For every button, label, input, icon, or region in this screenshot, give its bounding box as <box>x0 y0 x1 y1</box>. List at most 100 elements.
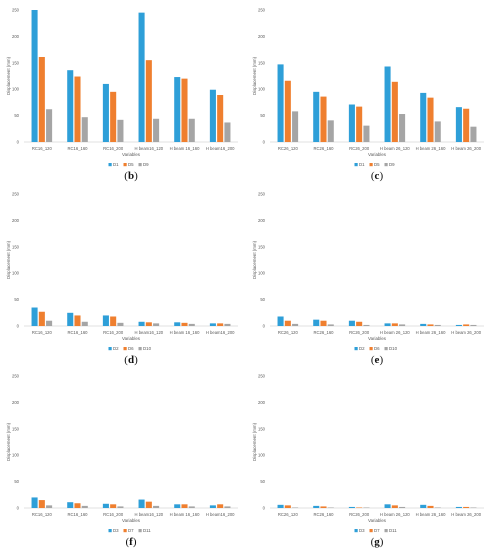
y-tick-label: 250 <box>258 374 266 379</box>
y-tick-label: 200 <box>12 218 20 223</box>
bar-d9-2 <box>117 119 124 142</box>
bar-d7-3 <box>145 501 152 508</box>
bar-d7-0 <box>284 505 291 508</box>
bar-d6-3 <box>391 323 398 326</box>
bar-d11-2 <box>117 506 124 508</box>
bar-d5-5 <box>217 95 224 142</box>
bar-d9-5 <box>470 126 477 142</box>
y-tick-label: 250 <box>12 192 20 197</box>
x-tick-label: RC16_160 <box>67 512 88 517</box>
legend-label-d1: D1 <box>113 162 119 167</box>
bar-d3-1 <box>313 505 320 508</box>
y-axis-title: Displacement (mm) <box>252 240 257 279</box>
chart-panel-c: 0 50 100 150 200 250 Displacement (mm) RC26_120… <box>246 0 492 184</box>
bar-d6-3 <box>145 322 152 326</box>
x-tick-label: H beam16_120 <box>135 330 164 335</box>
x-tick-label: H beam 26_200 <box>451 146 481 151</box>
y-tick-label: 250 <box>12 8 20 13</box>
y-tick-label: 0 <box>263 140 266 145</box>
bar-d7-2 <box>110 504 117 508</box>
bar-d11-4 <box>188 506 195 508</box>
legend-swatch-d11 <box>138 529 142 533</box>
bar-d3-3 <box>138 499 145 508</box>
panel-label: (f) <box>125 536 136 548</box>
bar-d9-1 <box>81 117 88 142</box>
legend-swatch-d10 <box>384 347 388 351</box>
y-axis-title: Displacement (mm) <box>6 422 11 461</box>
x-tick-label: RC26_120 <box>278 512 299 517</box>
x-tick-label: RC16_160 <box>67 330 88 335</box>
x-tick-label: RC26_160 <box>313 512 334 517</box>
y-tick-label: 150 <box>12 60 20 65</box>
panel-label: (c) <box>371 170 384 182</box>
legend-swatch-d1 <box>354 163 358 167</box>
legend-label-d2: D2 <box>359 346 365 351</box>
bar-d6-5 <box>217 323 224 326</box>
bar-d11-2 <box>363 507 370 508</box>
y-tick-label: 0 <box>263 324 266 329</box>
legend-label-d7: D7 <box>374 528 380 533</box>
bar-d1-1 <box>67 70 74 142</box>
bar-d7-5 <box>463 506 470 508</box>
panel-label: (d) <box>124 354 138 366</box>
bar-d2-0 <box>277 316 284 326</box>
bar-d1-2 <box>102 83 109 142</box>
y-tick-label: 50 <box>14 479 19 484</box>
x-axis-title: Variables <box>368 518 387 523</box>
x-tick-label: H beam 26_160 <box>416 146 446 151</box>
bar-d2-1 <box>67 312 74 326</box>
legend-label-d11: D11 <box>389 528 397 533</box>
x-tick-label: H beam 16_160 <box>170 330 200 335</box>
bar-d11-5 <box>224 506 231 508</box>
y-tick-label: 200 <box>12 400 20 405</box>
legend-label-d10: D10 <box>143 346 152 351</box>
legend-swatch-d10 <box>138 347 142 351</box>
bar-d9-5 <box>224 122 231 142</box>
bar-d3-2 <box>102 503 109 508</box>
bar-d6-4 <box>427 324 434 326</box>
x-axis-title: Variables <box>122 152 141 157</box>
x-tick-label: RC16_200 <box>103 146 124 151</box>
bar-d1-0 <box>277 64 284 142</box>
y-tick-label: 0 <box>17 506 20 511</box>
bar-d7-0 <box>38 500 45 508</box>
legend-swatch-d5 <box>123 163 127 167</box>
bar-d10-0 <box>46 320 53 326</box>
bar-d3-0 <box>277 504 284 508</box>
bar-d10-0 <box>292 323 299 326</box>
bar-d2-1 <box>313 319 320 326</box>
bar-d5-1 <box>74 76 81 142</box>
y-tick-label: 150 <box>258 426 266 431</box>
bar-d7-5 <box>217 504 224 508</box>
bar-d10-4 <box>434 324 441 326</box>
bar-d11-5 <box>470 507 477 508</box>
legend-label-d9: D9 <box>389 162 395 167</box>
bar-d2-0 <box>31 307 38 326</box>
bar-d1-4 <box>420 92 427 142</box>
bar-d11-1 <box>327 507 334 508</box>
legend-swatch-d6 <box>369 347 373 351</box>
chart-svg-f: 0 50 100 150 200 250 Displacement (mm) RC16_120… <box>6 374 238 548</box>
bar-d6-2 <box>356 321 363 326</box>
y-tick-label: 100 <box>12 271 20 276</box>
y-tick-label: 100 <box>258 453 266 458</box>
bar-d10-3 <box>399 324 406 326</box>
y-tick-label: 100 <box>12 87 20 92</box>
chart-panel-b: 0 50 100 150 200 250 Displacement (mm) RC16_120… <box>0 0 246 184</box>
legend-label-d9: D9 <box>143 162 149 167</box>
chart-panel-e: 0 50 100 150 200 250 Displacement (mm) RC26_120… <box>246 184 492 368</box>
y-tick-label: 150 <box>12 426 20 431</box>
bar-d6-0 <box>38 311 45 326</box>
y-axis-title: Displacement (mm) <box>252 56 257 95</box>
x-axis-title: Variables <box>122 336 141 341</box>
y-tick-label: 250 <box>258 192 266 197</box>
bar-d7-2 <box>356 507 363 508</box>
y-tick-label: 50 <box>260 297 265 302</box>
bar-d1-0 <box>31 10 38 142</box>
legend-swatch-d9 <box>138 163 142 167</box>
chart-svg-d: 0 50 100 150 200 250 Displacement (mm) RC16_120… <box>6 192 238 366</box>
legend-swatch-d2 <box>354 347 358 351</box>
x-tick-label: H beam 26_120 <box>380 330 410 335</box>
bar-d7-4 <box>181 504 188 508</box>
x-axis-title: Variables <box>368 152 387 157</box>
